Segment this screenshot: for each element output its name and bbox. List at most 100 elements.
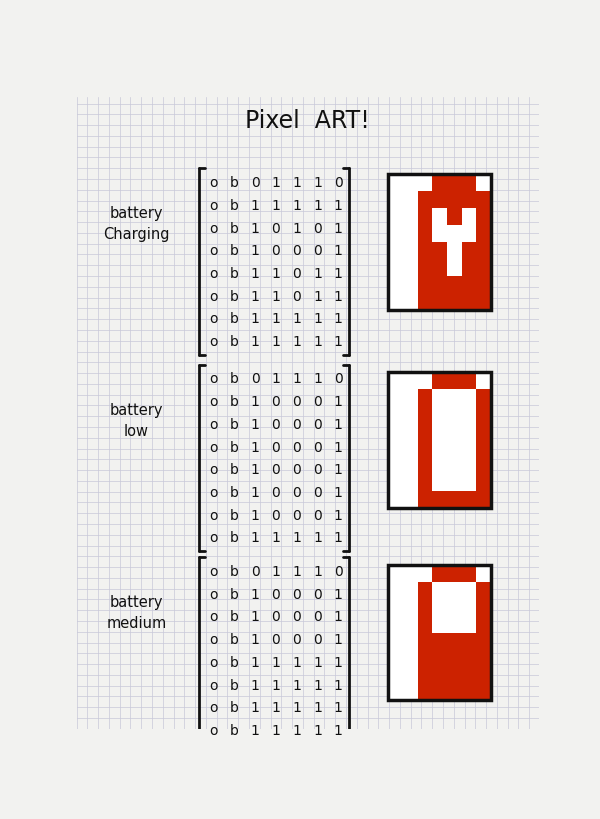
Text: 1: 1: [292, 312, 301, 326]
Text: b: b: [230, 335, 239, 349]
Bar: [418, 277, 432, 294]
Bar: [476, 407, 491, 423]
Text: o: o: [209, 463, 218, 477]
Text: 0: 0: [313, 244, 322, 258]
Text: o: o: [209, 655, 218, 669]
Text: battery
Charging: battery Charging: [103, 206, 170, 242]
Bar: [403, 373, 418, 390]
Text: 1: 1: [251, 677, 260, 692]
Text: 1: 1: [313, 267, 322, 281]
Bar: [388, 390, 403, 407]
Text: 1: 1: [271, 655, 280, 669]
Bar: [388, 175, 403, 192]
Text: 1: 1: [334, 587, 343, 601]
Bar: [418, 582, 432, 599]
Bar: [476, 458, 491, 474]
Bar: [418, 209, 432, 226]
Bar: [403, 684, 418, 700]
Text: 1: 1: [334, 335, 343, 349]
Bar: [476, 260, 491, 277]
Text: 1: 1: [251, 723, 260, 737]
Text: 0: 0: [251, 176, 260, 190]
Bar: [447, 294, 461, 310]
Bar: [418, 474, 432, 491]
Text: b: b: [230, 677, 239, 692]
Bar: [447, 599, 461, 616]
Bar: [418, 441, 432, 458]
Text: 1: 1: [334, 486, 343, 500]
Bar: [476, 243, 491, 260]
Text: 0: 0: [292, 267, 301, 281]
Bar: [403, 277, 418, 294]
Bar: [447, 373, 461, 390]
Text: 1: 1: [334, 289, 343, 303]
Bar: [461, 649, 476, 667]
Text: 0: 0: [313, 221, 322, 235]
Text: 1: 1: [251, 587, 260, 601]
Bar: [403, 294, 418, 310]
Bar: [403, 474, 418, 491]
Text: 1: 1: [313, 655, 322, 669]
Bar: [418, 616, 432, 633]
Bar: [418, 226, 432, 243]
Bar: [461, 582, 476, 599]
Bar: [432, 192, 447, 209]
Text: 0: 0: [272, 632, 280, 646]
Bar: [388, 260, 403, 277]
Text: 1: 1: [271, 335, 280, 349]
Bar: [447, 616, 461, 633]
Text: 0: 0: [313, 463, 322, 477]
Text: 1: 1: [292, 723, 301, 737]
Text: 1: 1: [271, 372, 280, 386]
Bar: [461, 441, 476, 458]
Bar: [388, 491, 403, 508]
Bar: [447, 458, 461, 474]
Bar: [476, 684, 491, 700]
Text: 1: 1: [271, 176, 280, 190]
Bar: [388, 373, 491, 508]
Text: 1: 1: [292, 700, 301, 714]
Bar: [388, 175, 491, 310]
Bar: [388, 175, 491, 310]
Bar: [418, 175, 432, 192]
Bar: [388, 458, 403, 474]
Text: o: o: [209, 700, 218, 714]
Text: 1: 1: [334, 463, 343, 477]
Bar: [432, 599, 447, 616]
Bar: [388, 423, 403, 441]
Bar: [418, 633, 432, 649]
Bar: [388, 441, 403, 458]
Text: 0: 0: [272, 440, 280, 454]
Bar: [418, 294, 432, 310]
Text: 1: 1: [334, 221, 343, 235]
Text: 1: 1: [334, 677, 343, 692]
Text: 1: 1: [334, 609, 343, 623]
Text: o: o: [209, 335, 218, 349]
Text: 0: 0: [313, 632, 322, 646]
Bar: [403, 407, 418, 423]
Text: 1: 1: [251, 221, 260, 235]
Bar: [447, 277, 461, 294]
Bar: [476, 633, 491, 649]
Bar: [388, 599, 403, 616]
Bar: [418, 684, 432, 700]
Bar: [418, 667, 432, 684]
Text: o: o: [209, 531, 218, 545]
Text: 0: 0: [272, 508, 280, 522]
Bar: [447, 441, 461, 458]
Bar: [476, 474, 491, 491]
Bar: [461, 390, 476, 407]
Bar: [447, 407, 461, 423]
Text: b: b: [230, 267, 239, 281]
Text: b: b: [230, 221, 239, 235]
Bar: [476, 491, 491, 508]
Text: 1: 1: [251, 632, 260, 646]
Text: o: o: [209, 564, 218, 578]
Text: o: o: [209, 440, 218, 454]
Text: 1: 1: [251, 700, 260, 714]
Text: 1: 1: [292, 176, 301, 190]
Bar: [476, 616, 491, 633]
Bar: [447, 474, 461, 491]
Text: b: b: [230, 372, 239, 386]
Bar: [476, 423, 491, 441]
